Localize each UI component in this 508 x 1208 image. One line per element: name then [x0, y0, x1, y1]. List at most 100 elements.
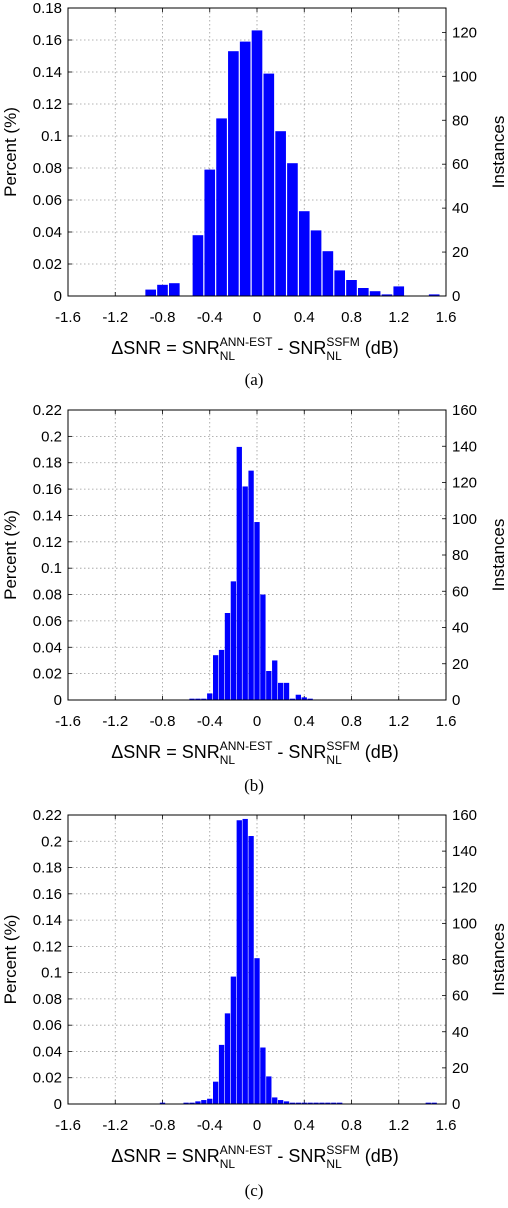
histogram-bar [189, 698, 195, 700]
histogram-bar [218, 1044, 225, 1104]
histogram-chart-a: -1.6 -1.2 -0.8 -0.4 0 0.4 0.8 1.2 1.6 0 0.02 0.04 0.… [1, 0, 508, 389]
y-tick-label: 0.04 [33, 639, 62, 656]
y-tick-label: 0.12 [33, 534, 62, 551]
x-label-sub2: NL [326, 753, 342, 767]
histogram-bar [393, 286, 405, 296]
x-label-sup1: ANN-EST [220, 1143, 273, 1157]
y-tick-label: 0.06 [33, 613, 62, 630]
histogram-bar [204, 169, 216, 296]
histogram-bar [301, 697, 307, 700]
y-tick-label: 0.1 [41, 965, 62, 982]
y-tick-label: 0.12 [33, 938, 62, 955]
x-label-mid: - SNR [272, 742, 326, 762]
y2-tick-label: 20 [452, 656, 469, 673]
x-tick-label: 0 [253, 1117, 261, 1134]
y2-tick-label: 60 [452, 988, 469, 1005]
y-tick-label: 0.22 [33, 807, 62, 824]
histogram-bar [207, 693, 213, 700]
y-tick-label: 0.04 [33, 224, 62, 241]
x-label-main: ΔSNR = SNR [111, 338, 220, 358]
x-tick-label: 1.2 [388, 1117, 409, 1134]
y2-tick-label: 80 [452, 547, 469, 564]
histogram-bar [224, 613, 231, 700]
x-tick-label: -0.8 [150, 309, 176, 326]
histogram-bar [157, 284, 168, 296]
histogram-bar [189, 1102, 195, 1104]
x-label-sub1: NL [220, 349, 236, 363]
x-label-unit: (dB) [360, 338, 399, 358]
histogram-bar [313, 1102, 319, 1104]
histogram-bar [168, 283, 180, 296]
y-tick-label: 0.18 [33, 860, 62, 877]
histogram-bar [230, 581, 237, 700]
y2-tick-label: 80 [452, 112, 469, 129]
y2-tick-label: 120 [452, 879, 477, 896]
histogram-bar [289, 1102, 296, 1104]
histogram-bar [287, 163, 298, 296]
x-tick-label: -1.6 [55, 309, 81, 326]
y2-tick-label: 60 [452, 156, 469, 173]
x-tick-label: 0.8 [341, 713, 362, 730]
y2-tick-label: 40 [452, 1024, 469, 1041]
x-tick-label: 1.6 [436, 1117, 457, 1134]
histogram-bar [251, 30, 263, 297]
x-label-sup2: SSFM [326, 1143, 359, 1157]
y2-tick-label: 0 [452, 692, 460, 709]
histogram-chart-b: -1.6 -1.2 -0.8 -0.4 0 0.4 0.8 1.2 1.6 0 0.02 0.04 0.… [1, 402, 508, 795]
histogram-bar [275, 131, 286, 296]
y2-tick-label: 140 [452, 438, 477, 455]
plot-area-frame [67, 814, 447, 1105]
histogram-bar [212, 1081, 219, 1104]
y-tick-label: 0.16 [33, 481, 62, 498]
y-tick-label: 0.22 [33, 402, 62, 419]
histogram-bar [254, 522, 260, 700]
histogram-bar [319, 1102, 325, 1104]
x-label-main: ΔSNR = SNR [111, 1146, 220, 1166]
histogram-bar [216, 118, 227, 297]
y-tick-label: 0.18 [33, 455, 62, 472]
figure-caption: (c) [245, 1181, 264, 1200]
y2-tick-label: 100 [452, 915, 477, 932]
histogram-bar [195, 698, 201, 700]
x-tick-label: 1.2 [388, 309, 409, 326]
y-tick-label: 0.14 [33, 507, 62, 524]
histogram-bar [207, 1098, 213, 1104]
x-tick-label: 0.4 [294, 1117, 315, 1134]
histogram-bar [201, 1100, 207, 1104]
y-tick-label: 0.1 [41, 128, 62, 145]
y-tick-label: 0.08 [33, 991, 62, 1008]
x-axis-label: ΔSNR = SNRNLANN-EST - SNRNLSSFM (dB) [111, 335, 399, 363]
histogram-bar [272, 1097, 278, 1104]
histogram-bar [301, 1102, 307, 1104]
y2-tick-label: 160 [452, 402, 477, 419]
histogram-bar [183, 1102, 189, 1104]
histogram-bar [307, 1102, 313, 1104]
histogram-bar [159, 1102, 166, 1104]
x-tick-label: -0.4 [197, 309, 223, 326]
x-label-unit: (dB) [360, 742, 399, 762]
histogram-bar [260, 1047, 266, 1104]
x-tick-label: 0 [253, 713, 261, 730]
x-tick-label: -1.2 [102, 309, 128, 326]
y2-tick-label: 80 [452, 952, 469, 969]
histogram-bar [298, 211, 310, 296]
y-tick-label: 0.02 [33, 256, 62, 273]
histogram-bar [192, 235, 204, 296]
x-tick-label: -0.4 [197, 1117, 223, 1134]
x-tick-label: 1.6 [436, 713, 457, 730]
histogram-bar [283, 682, 290, 700]
y2-tick-label: 60 [452, 583, 469, 600]
histogram-bar [425, 1102, 431, 1104]
y2-tick-label: 40 [452, 200, 469, 217]
histogram-bar [289, 698, 296, 700]
x-label-sup2: SSFM [326, 739, 359, 753]
histogram-bar [145, 289, 157, 296]
figure-caption: (b) [244, 776, 264, 795]
y-tick-label: 0.16 [33, 32, 62, 49]
y-tick-label: 0.06 [33, 192, 62, 209]
y2-axis-label: Instances [489, 116, 508, 189]
y-axis-label: Percent (%) [1, 510, 20, 600]
y2-tick-label: 20 [452, 1060, 469, 1077]
y2-tick-label: 100 [452, 68, 477, 85]
y-tick-label: 0.14 [33, 64, 62, 81]
